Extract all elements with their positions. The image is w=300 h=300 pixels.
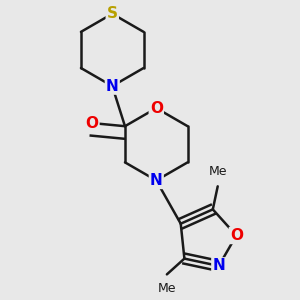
Text: N: N: [150, 173, 163, 188]
Text: N: N: [212, 258, 225, 273]
Text: O: O: [230, 228, 243, 243]
Text: N: N: [106, 79, 118, 94]
Text: Me: Me: [158, 282, 176, 295]
Text: Me: Me: [208, 166, 227, 178]
Text: O: O: [85, 116, 98, 130]
Text: O: O: [150, 100, 163, 116]
Text: S: S: [107, 6, 118, 21]
